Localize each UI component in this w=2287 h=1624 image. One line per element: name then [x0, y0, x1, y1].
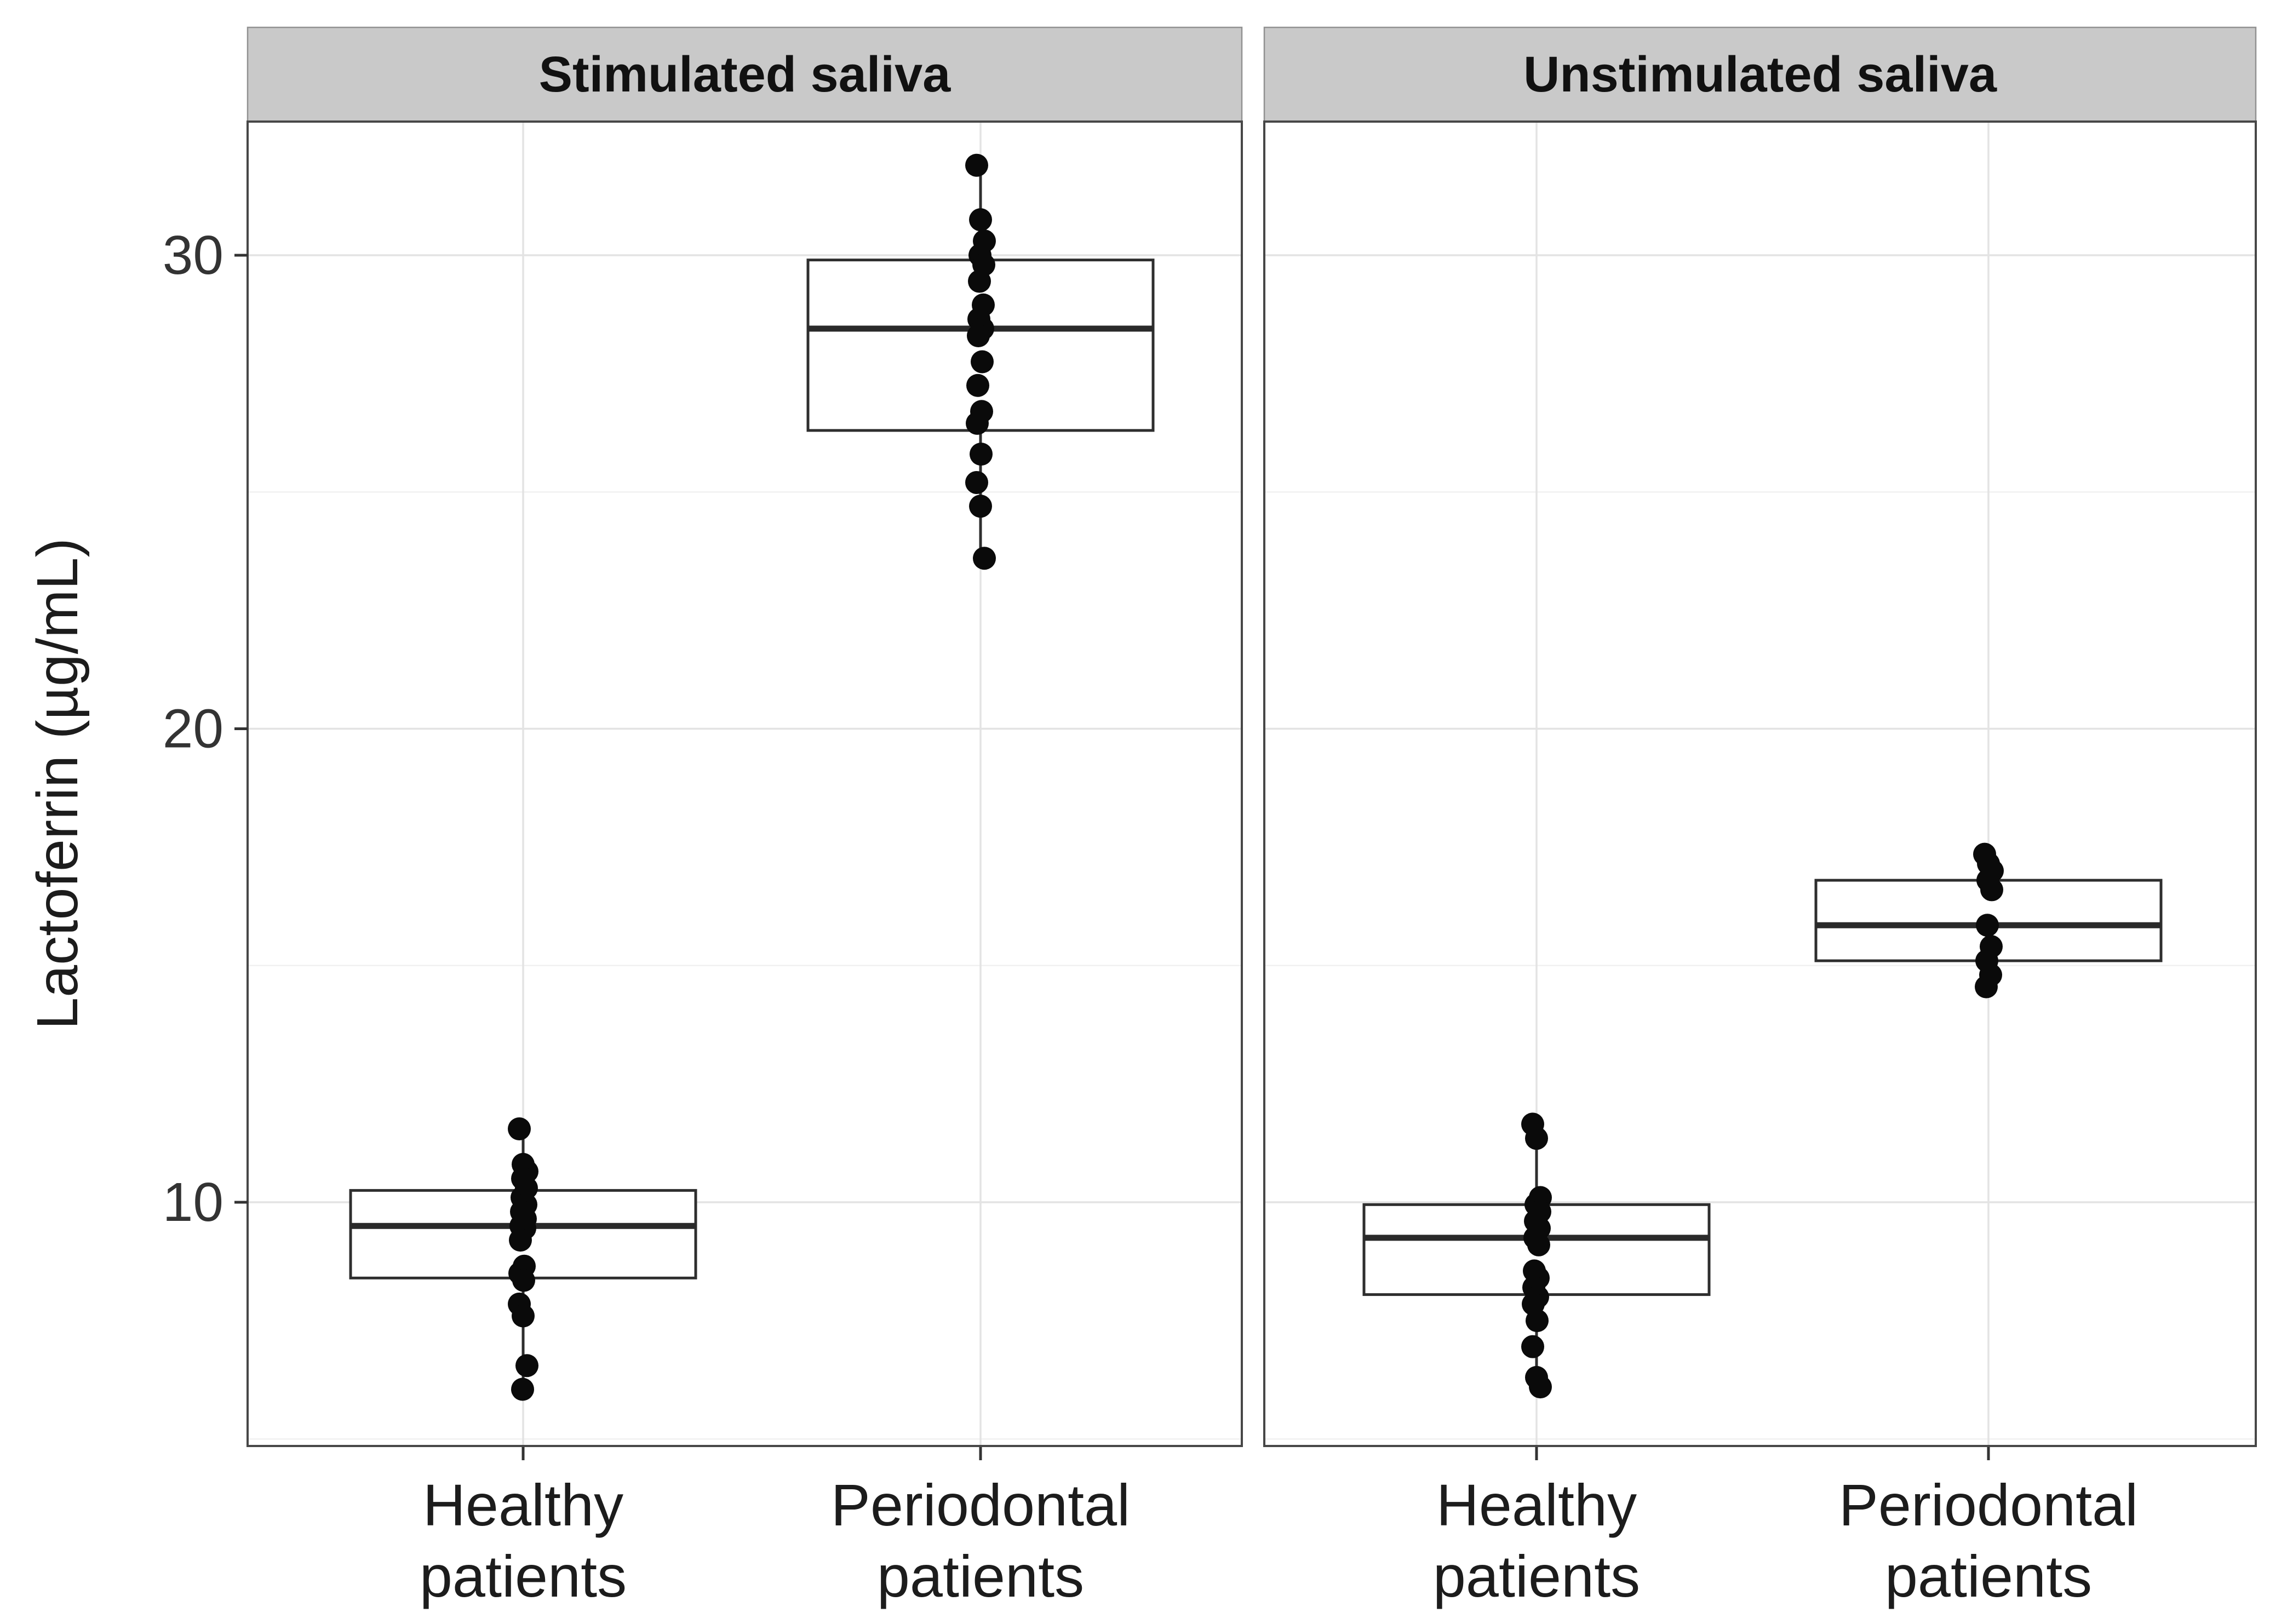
data-point [508, 1117, 531, 1141]
data-point [967, 324, 990, 347]
x-category-label: Healthy [423, 1472, 623, 1538]
data-point [1526, 1309, 1549, 1333]
y-tick-label: 30 [163, 225, 223, 286]
data-point [969, 495, 992, 518]
panel-border [1263, 120, 2257, 1447]
data-point [512, 1304, 535, 1328]
data-point [966, 411, 989, 435]
data-point [1527, 1233, 1550, 1256]
x-category-label: Periodontal [1839, 1472, 2138, 1538]
facet-strip [247, 26, 1243, 123]
x-category-label: Periodontal [831, 1472, 1130, 1538]
x-category-label: patients [877, 1543, 1084, 1609]
panel-border [247, 120, 1243, 1447]
data-point [515, 1354, 538, 1378]
data-point [966, 374, 989, 397]
data-point [969, 208, 992, 232]
data-point [1521, 1335, 1544, 1358]
data-point [970, 443, 993, 466]
x-category-label: Healthy [1436, 1472, 1637, 1538]
y-tick-label: 10 [163, 1172, 223, 1233]
data-point [1525, 1127, 1548, 1150]
data-point [968, 269, 991, 293]
data-point [509, 1229, 532, 1252]
facet-strip-label: Unstimulated saliva [1523, 47, 1997, 102]
data-point [965, 153, 988, 177]
x-category-label: patients [1433, 1543, 1640, 1609]
y-tick-label: 20 [163, 698, 223, 760]
y-axis-title: Lactoferrin (µg/mL) [25, 538, 90, 1030]
data-point [973, 547, 996, 570]
data-point [1975, 975, 1998, 998]
data-point [965, 470, 988, 494]
data-point [1980, 878, 2003, 902]
x-category-label: patients [420, 1543, 627, 1609]
data-point [511, 1378, 534, 1401]
data-point [1529, 1375, 1552, 1399]
facet-strip-label: Stimulated saliva [539, 47, 951, 102]
facet-strip [1263, 26, 2257, 123]
data-point [1976, 914, 1999, 937]
data-point [512, 1269, 535, 1292]
data-point [971, 350, 994, 374]
x-category-label: patients [1885, 1543, 2092, 1609]
